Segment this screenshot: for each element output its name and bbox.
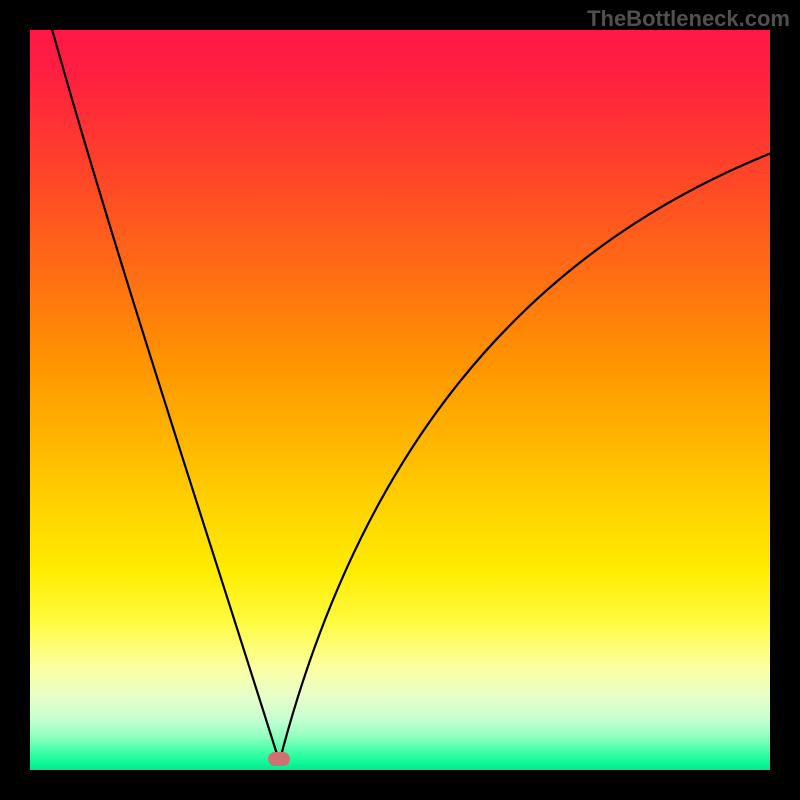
bottleneck-curve [52,30,770,762]
plot-area [30,30,770,770]
optimum-marker [268,752,290,766]
watermark-text: TheBottleneck.com [587,6,790,32]
chart-container: TheBottleneck.com [0,0,800,800]
curve-layer [30,30,770,770]
